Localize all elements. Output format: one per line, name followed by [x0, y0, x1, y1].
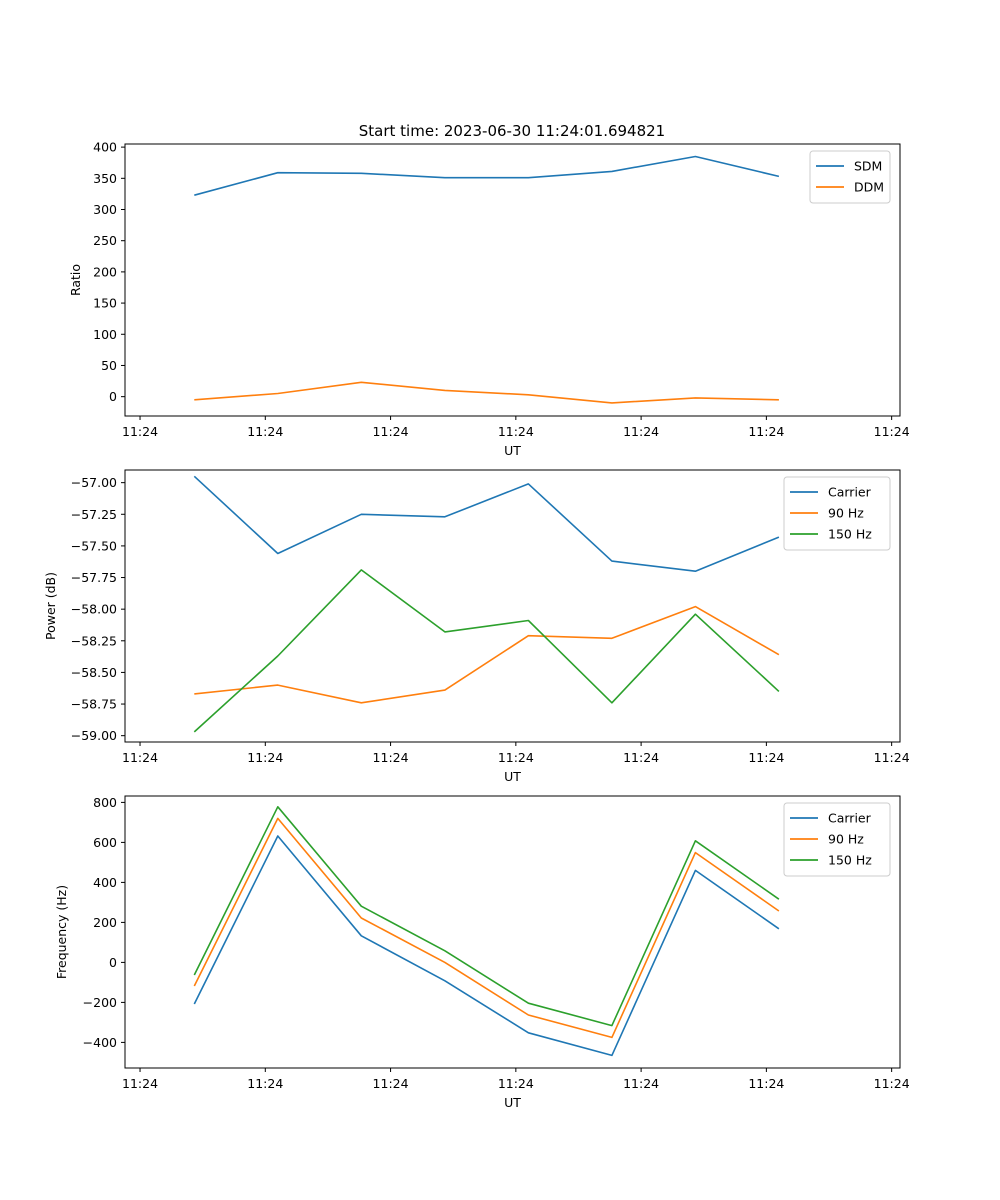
x-tick-label: 11:24: [122, 750, 158, 765]
axes-frame: [124, 795, 901, 1069]
legend-label: 90 Hz: [828, 832, 864, 847]
y-tick-label: −58.75: [71, 697, 117, 712]
y-tick-label: 0: [109, 389, 117, 404]
x-tick-label: 11:24: [748, 424, 784, 439]
series-line-150-hz: [193, 569, 780, 733]
x-tick-label: 11:25: [999, 1076, 1000, 1091]
legend-label: DDM: [854, 180, 884, 195]
x-tick-label: 11:24: [373, 424, 409, 439]
legend-label: Carrier: [828, 811, 872, 826]
y-tick-label: 400: [93, 875, 117, 890]
chart-panel-1: 11:24 11:24 11:24 11:24 11:24 11:24 11:24 11:25…: [68, 140, 1000, 458]
x-tick-label: 11:24: [874, 424, 910, 439]
y-tick-label: 100: [93, 327, 117, 342]
legend-label: 150 Hz: [828, 853, 872, 868]
legend-box: [783, 802, 891, 877]
y-tick-label: 400: [93, 140, 117, 155]
legend-label: Carrier: [828, 485, 872, 500]
y-tick-label: −57.50: [71, 538, 117, 553]
x-tick-label: 11:24: [498, 1076, 534, 1091]
y-tick-label: 300: [93, 202, 117, 217]
y-tick-label: −58.50: [71, 665, 117, 680]
y-tick-label: −57.25: [71, 507, 117, 522]
y-tick-label: 200: [93, 264, 117, 279]
series-line-90-hz: [193, 817, 780, 1039]
y-tick-label: 350: [93, 171, 117, 186]
y-axis-label: Power (dB): [43, 572, 58, 640]
series-line-ddm: [194, 381, 779, 404]
legend-box: [809, 150, 891, 204]
legend: Carrier 90 Hz 150 Hz: [783, 476, 891, 551]
y-tick-label: −200: [83, 995, 117, 1010]
legend-label: 150 Hz: [828, 527, 872, 542]
chart-panel-3: 11:24 11:24 11:24 11:24 11:24 11:24 11:24 11:25…: [54, 795, 1000, 1110]
series-line-90-hz: [194, 605, 780, 704]
x-tick-label: 11:24: [748, 750, 784, 765]
y-tick-label: 0: [109, 955, 117, 970]
figure-title: Start time: 2023-06-30 11:24:01.694821: [359, 122, 665, 140]
series-line-carrier: [193, 475, 780, 573]
x-tick-label: 11:24: [623, 750, 659, 765]
series-line-sdm: [194, 155, 780, 196]
series-line-150-hz: [193, 805, 780, 1027]
y-tick-label: 200: [93, 915, 117, 930]
x-tick-label: 11:24: [748, 1076, 784, 1091]
x-tick-label: 11:24: [874, 750, 910, 765]
x-tick-label: 11:24: [623, 1076, 659, 1091]
x-tick-label: 11:24: [874, 1076, 910, 1091]
legend-label: SDM: [854, 159, 882, 174]
x-tick-label: 11:24: [498, 750, 534, 765]
x-tick-label: 11:25: [999, 750, 1000, 765]
y-tick-label: 800: [93, 795, 117, 810]
y-tick-label: −57.00: [71, 475, 117, 490]
x-tick-label: 11:24: [247, 1076, 283, 1091]
y-axis-label: Ratio: [68, 264, 83, 296]
y-tick-label: 600: [93, 835, 117, 850]
y-tick-label: −57.75: [71, 570, 117, 585]
x-tick-label: 11:24: [122, 1076, 158, 1091]
legend-label: 90 Hz: [828, 506, 864, 521]
x-tick-label: 11:24: [498, 424, 534, 439]
y-tick-label: 250: [93, 233, 117, 248]
x-axis-label: UT: [504, 1095, 521, 1110]
chart-panel-2: 11:24 11:24 11:24 11:24 11:24 11:24 11:24 11:25…: [43, 469, 1000, 784]
series-line-carrier: [193, 835, 780, 1057]
y-tick-label: 150: [93, 296, 117, 311]
axes-frame: [124, 469, 901, 743]
legend: SDM DDM: [809, 150, 891, 204]
x-tick-label: 11:24: [373, 750, 409, 765]
x-tick-label: 11:24: [373, 1076, 409, 1091]
x-tick-label: 11:25: [999, 424, 1000, 439]
y-tick-label: −58.00: [71, 602, 117, 617]
x-tick-label: 11:24: [122, 424, 158, 439]
legend: Carrier 90 Hz 150 Hz: [783, 802, 891, 877]
x-tick-label: 11:24: [247, 424, 283, 439]
x-tick-label: 11:24: [623, 424, 659, 439]
x-axis-label: UT: [504, 769, 521, 784]
legend-box: [783, 476, 891, 551]
y-axis-label: Frequency (Hz): [54, 885, 69, 979]
y-tick-label: −400: [83, 1035, 117, 1050]
y-tick-label: 50: [101, 358, 117, 373]
x-tick-label: 11:24: [247, 750, 283, 765]
panels: 11:24 11:24 11:24 11:24 11:24 11:24 11:24 11:25…: [43, 140, 1000, 1110]
axes-frame: [124, 143, 901, 417]
y-tick-label: −58.25: [71, 633, 117, 648]
x-axis-label: UT: [504, 443, 521, 458]
y-tick-label: −59.00: [71, 728, 117, 743]
